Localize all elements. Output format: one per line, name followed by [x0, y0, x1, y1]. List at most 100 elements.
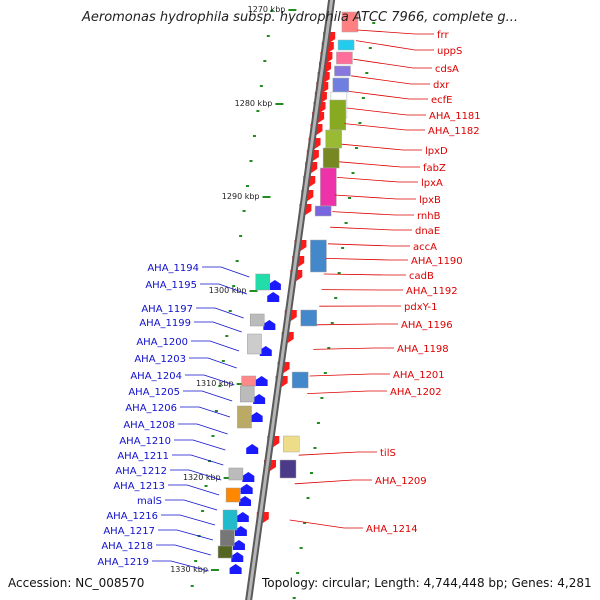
tick-mark [211, 435, 215, 437]
gene-label-AHA_1195: AHA_1195 [145, 280, 197, 291]
tick-mark [252, 135, 256, 137]
tick-mark [246, 185, 250, 187]
tick-mark [368, 47, 372, 49]
gene-label-fabZ: fabZ [423, 163, 446, 174]
gene-block [320, 167, 337, 207]
tick-mark [309, 472, 313, 474]
gene-label-AHA_1196: AHA_1196 [401, 320, 453, 331]
gene-label-rnhB: rnhB [417, 211, 441, 222]
gene-label-dxr: dxr [433, 80, 450, 91]
leader-line [180, 406, 231, 418]
gene-label-AHA_1219: AHA_1219 [97, 557, 149, 568]
gene-block [220, 529, 235, 547]
gene-arrow [240, 484, 253, 494]
gene-arrow [253, 394, 266, 404]
tick-mark [337, 272, 341, 274]
leader-line [183, 390, 233, 402]
tick-mark [249, 160, 253, 162]
position-ticks [190, 10, 376, 599]
gene-block [334, 65, 351, 77]
tick-mark [372, 22, 376, 24]
leader-line [346, 107, 426, 116]
gene-arrow [239, 496, 252, 506]
gene-block [341, 11, 359, 33]
gene-label-AHA_1210: AHA_1210 [119, 436, 171, 447]
leader-line [334, 194, 416, 200]
gene-features [217, 11, 359, 574]
scale-label: 1320 kbp [183, 473, 221, 482]
gene-block [255, 273, 270, 291]
leader-line [351, 75, 430, 85]
tick-mark [330, 322, 334, 324]
tick-mark [256, 110, 260, 112]
gene-label-AHA_1211: AHA_1211 [117, 451, 169, 462]
gene-label-AHA_1208: AHA_1208 [123, 420, 175, 431]
right-gene-labels: frr uppS cdsA dxr ecfE AHA_1181 AHA_1182 lpxD fa… [366, 30, 481, 535]
gene-label-cadB: cadB [409, 271, 434, 282]
tick-mark [313, 447, 317, 449]
leader-line [313, 347, 394, 350]
tick-mark [266, 35, 270, 37]
gene-arrow [234, 526, 247, 536]
leader-line [202, 266, 250, 278]
gene-block [249, 313, 265, 327]
leader-line [194, 321, 242, 333]
tick-mark [344, 222, 348, 224]
scale-tick [275, 103, 284, 105]
tick-mark [296, 572, 300, 574]
scale-label: 1300 kbp [209, 286, 247, 295]
leader-line [185, 374, 235, 386]
gene-label-AHA_1202: AHA_1202 [390, 387, 442, 398]
leader-line [325, 258, 408, 261]
leader-line [152, 560, 209, 572]
gene-label-AHA_1204: AHA_1204 [130, 371, 182, 382]
leader-line [165, 499, 218, 511]
gene-label-AHA_1201: AHA_1201 [393, 370, 445, 381]
leader-line [307, 390, 387, 394]
gene-block [314, 205, 332, 217]
tick-mark [292, 597, 296, 599]
gene-block [217, 545, 233, 559]
leader-line [191, 340, 240, 352]
gene-block [300, 309, 317, 327]
leader-line [170, 469, 222, 481]
gene-block [241, 375, 256, 387]
scale-tick [223, 477, 232, 479]
leader-line [168, 484, 220, 496]
gene-label-AHA_1194: AHA_1194 [147, 263, 199, 274]
accession-info: Accession: NC_008570 [8, 576, 145, 590]
gene-block [283, 435, 300, 453]
gene-label-pdxY-1: pdxY-1 [404, 302, 438, 313]
gene-label-AHA_1190: AHA_1190 [411, 256, 463, 267]
map-title: Aeromonas hydrophila subsp. hydrophila A… [81, 10, 519, 25]
gene-arrow [236, 512, 249, 522]
gene-label-tilS: tilS [380, 448, 396, 459]
gene-arrow [250, 412, 263, 422]
genome-backbone [245, 0, 336, 600]
scale-label: 1310 kbp [196, 379, 234, 388]
tick-mark [341, 247, 345, 249]
scale-label: 1280 kbp [235, 99, 273, 108]
gene-block [336, 51, 353, 65]
gene-block [337, 39, 355, 51]
tick-mark [201, 510, 205, 512]
topology-info: Topology: circular; Length: 4,744,448 bp… [262, 576, 592, 590]
gene-label-AHA_1216: AHA_1216 [106, 511, 158, 522]
scale-label: 1290 kbp [222, 192, 260, 201]
gene-block [247, 333, 262, 355]
leader-line [156, 544, 211, 556]
leader-line [332, 211, 414, 216]
gene-label-AHA_1182: AHA_1182 [428, 126, 480, 137]
leader-line [298, 451, 377, 456]
tick-mark [225, 335, 229, 337]
gene-block [291, 371, 309, 389]
scale-tick [236, 383, 245, 385]
gene-arrow [242, 472, 255, 482]
leader-line [200, 283, 248, 295]
gene-label-AHA_1197: AHA_1197 [141, 304, 193, 315]
gene-label-accA: accA [413, 242, 437, 253]
leader-line [353, 58, 432, 69]
tick-mark [214, 410, 218, 412]
